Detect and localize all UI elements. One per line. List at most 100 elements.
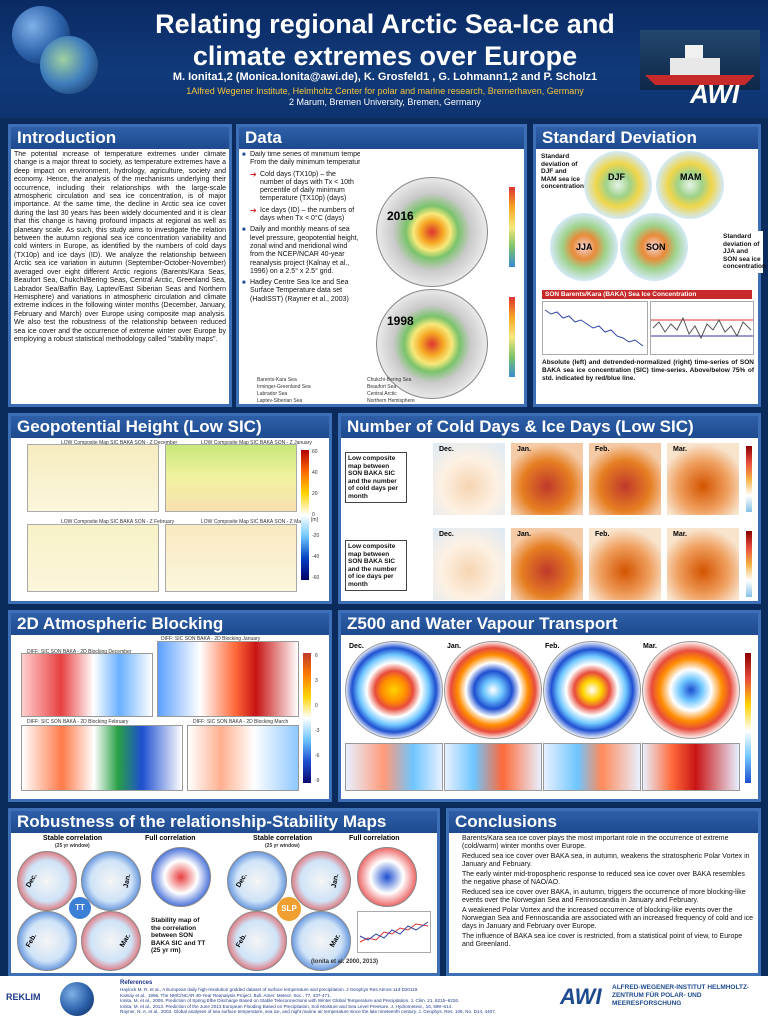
sea-ice-map-1998: [376, 289, 488, 399]
z500-map-feb: [543, 641, 641, 739]
std-map-son: [620, 213, 688, 281]
geo-label-dec: LOW Composite Map SIC BAKA SON - Z Decem…: [61, 440, 178, 446]
blocking-map-jan: [157, 641, 299, 717]
conclusions-panel: Conclusions Barents/Kara sea ice cover p…: [446, 808, 761, 976]
wvt-map-feb: [543, 743, 641, 791]
conclusion-item: Barents/Kara sea ice cover plays the mos…: [462, 835, 729, 850]
z500-map-jan: [444, 641, 542, 739]
data-ice-days: Ice days (ID) – the numbers of days when…: [250, 207, 360, 224]
ice-colorbar: [746, 531, 752, 597]
std-dev-title: Standard Deviation: [536, 127, 758, 149]
stability-map-slp-mar: [291, 911, 351, 971]
blocking-map-dec: [21, 653, 153, 717]
wvt-map-mar: [642, 743, 740, 791]
cold-map-jan: [511, 443, 583, 515]
baka-timeseries-detrended: [650, 301, 754, 355]
sea-ice-map-2016: [376, 177, 488, 287]
ice-map-jan: [511, 528, 583, 600]
data-bullet-hadisst: Hadley Centre Sea Ice and Sea Surface Te…: [242, 279, 360, 304]
blocking-colorbar: [303, 653, 311, 783]
affiliation-1: 1Alfred Wegener Institute, Helmholtz Cen…: [186, 86, 584, 96]
conclusion-item: The early winter mid-tropospheric respon…: [462, 871, 745, 886]
authors: M. Ionita1,2 (Monica.Ionita@awi.de), K. …: [172, 71, 598, 83]
std-note-djf-mam: Standard deviation of DJF and MAM sea ic…: [539, 151, 585, 193]
ice-map-mar: [667, 528, 739, 600]
blocking-map-mar: [187, 725, 299, 791]
full-corr-map-slp: [357, 847, 417, 907]
full-label-1: Full correlation: [145, 835, 196, 842]
ice-map-dec: [433, 528, 505, 600]
stability-map-tt-jan: [81, 851, 141, 911]
ice-map-feb: [589, 528, 661, 600]
stability-map-slp-feb: [227, 911, 287, 971]
data-bullet-ncep: Daily and monthly means of sea level pre…: [242, 226, 360, 276]
earth-globe-icon: [60, 982, 94, 1016]
awi-institute-name: ALFRED-WEGENER-INSTITUT HELMHOLTZ-ZENTRU…: [612, 984, 750, 1007]
cold-days-note: Low composite map between SON BAKA SIC a…: [345, 452, 407, 503]
conclusion-item: The influence of BAKA sea ice cover is r…: [462, 933, 743, 948]
awi-footer-logo: AWI: [560, 984, 602, 1009]
wvt-map-jan: [444, 743, 542, 791]
stable-label-1: Stable correlation: [43, 835, 103, 842]
z500-map-mar: [642, 641, 740, 739]
z500-map-dec: [345, 641, 443, 739]
stability-map-tt-dec: [17, 851, 77, 911]
footer: REKLIM References Haylock M. R. et al., …: [0, 976, 768, 1024]
z500-panel: Z500 and Water Vapour Transport Dec. Jan…: [338, 610, 761, 802]
earth-globe-image-2: [40, 36, 98, 94]
geo-map-december: [27, 444, 159, 512]
icebreaker-ship-image: [640, 30, 760, 90]
season-mam: MAM: [680, 172, 702, 182]
awi-logo: AWI: [690, 79, 740, 109]
geopotential-title: Geopotential Height (Low SIC): [11, 416, 329, 438]
z500-title: Z500 and Water Vapour Transport: [341, 613, 758, 635]
geo-label-feb: LOW Composite Map SIC BAKA SON - Z Febru…: [61, 519, 175, 525]
introduction-panel: Introduction The potential increase of t…: [8, 124, 232, 407]
poster-header: Relating regional Arctic Sea-Ice and clim…: [0, 0, 768, 118]
data-cold-days: Cold days (TX10p) – the number of days w…: [250, 171, 360, 204]
stability-citation: (Ionita et al. 2000, 2013): [311, 959, 379, 965]
geo-colorbar: [301, 450, 309, 580]
cold-days-title: Number of Cold Days & Ice Days (Low SIC): [341, 416, 758, 438]
geo-label-jan: LOW Composite Map SIC BAKA SON - Z Janua…: [201, 440, 312, 446]
introduction-title: Introduction: [11, 127, 229, 149]
poster-title: Relating regional Arctic Sea-Ice and clim…: [155, 9, 615, 71]
cold-map-feb: [589, 443, 661, 515]
season-son: SON: [646, 242, 666, 252]
stability-map-slp-dec: [227, 851, 287, 911]
year-label-2016: 2016: [387, 209, 414, 223]
conclusions-title: Conclusions: [449, 811, 758, 833]
blocking-title: 2D Atmospheric Blocking: [11, 613, 329, 635]
robustness-panel: Robustness of the relationship-Stability…: [8, 808, 440, 976]
conclusions-list: Barents/Kara sea ice cover plays the mos…: [452, 835, 755, 970]
std-map-jja: [550, 213, 618, 281]
std-map-mam: [656, 151, 724, 219]
z500-colorbar: [745, 653, 751, 783]
stability-map-slp-jan: [291, 851, 351, 911]
cold-days-panel: Number of Cold Days & Ice Days (Low SIC)…: [338, 413, 761, 604]
colorbar-2: [509, 297, 515, 377]
year-label-1998: 1998: [387, 314, 414, 328]
conclusion-item: Reduced sea ice cover over BAKA, in autu…: [462, 889, 746, 904]
references: References Haylock M. R. et al., A Europ…: [120, 980, 497, 1015]
conclusion-item: A weakened Polar Vortex and the increase…: [462, 907, 754, 930]
geo-map-january: [165, 444, 297, 512]
blocking-label-feb: DIFF: SIC SON BAKA - 2D Blocking Februar…: [27, 719, 129, 725]
blocking-panel: 2D Atmospheric Blocking DIFF: SIC SON BA…: [8, 610, 332, 802]
baka-sic-title: SON Barents/Kara (BAKA) Sea Ice Concentr…: [542, 290, 752, 299]
reklim-logo: REKLIM: [6, 992, 41, 1002]
slp-badge: SLP: [277, 897, 301, 921]
geo-map-march: [165, 524, 297, 592]
season-jja: JJA: [576, 242, 593, 252]
season-djf: DJF: [608, 172, 626, 182]
std-dev-panel: Standard Deviation Standard deviation of…: [533, 124, 766, 407]
stability-caption: Stability map of the correlation between…: [151, 917, 206, 954]
ice-days-note: Low composite map between SON BAKA SIC a…: [345, 540, 407, 591]
cold-map-mar: [667, 443, 739, 515]
data-bullet-eobs: Daily time series of minimum temperature…: [242, 151, 360, 168]
blocking-label-dec: DIFF: SIC SON BAKA - 2D Blocking Decembe…: [27, 649, 132, 655]
stability-map-tt-feb: [17, 911, 77, 971]
cold-colorbar: [746, 446, 752, 512]
stability-map-tt-mar: [81, 911, 141, 971]
full-corr-map-tt: [151, 847, 211, 907]
